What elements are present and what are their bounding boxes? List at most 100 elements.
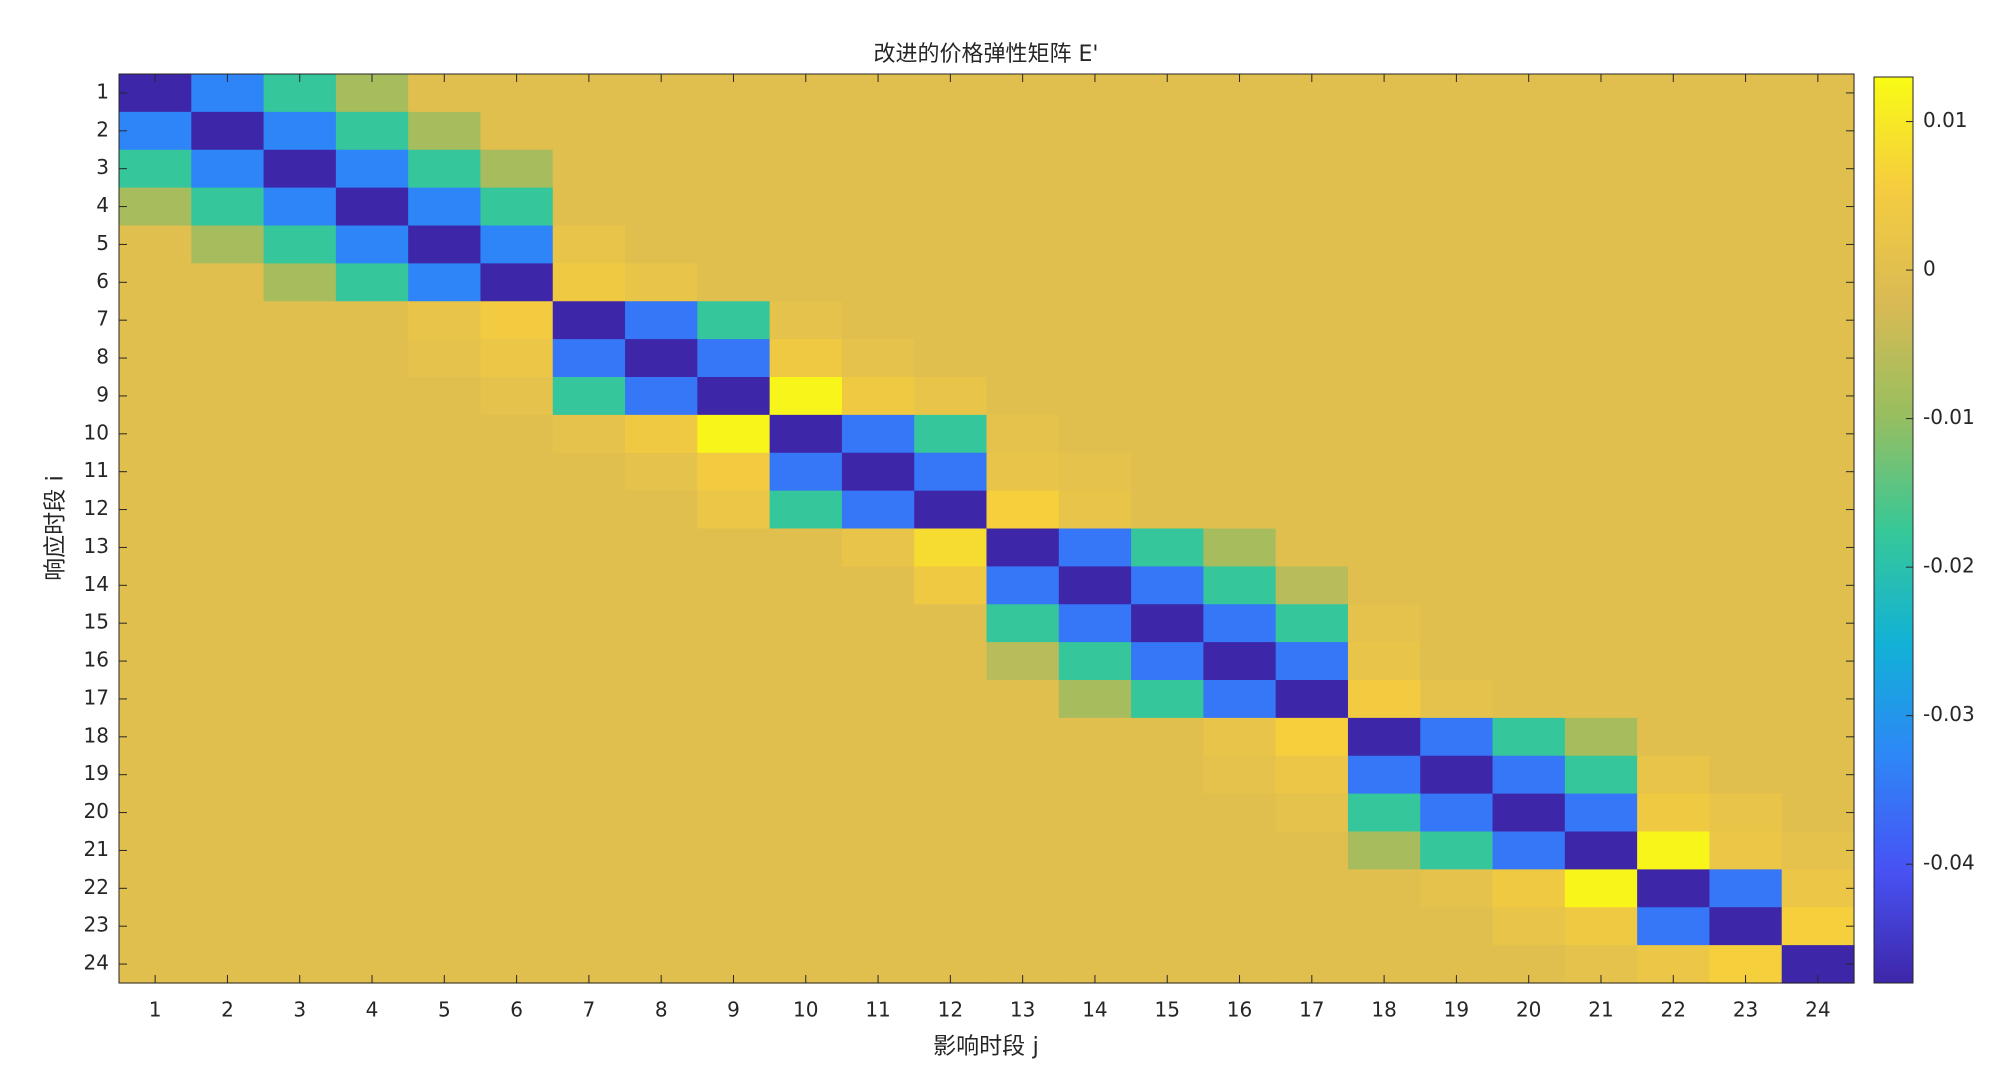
heatmap-cell (1781, 111, 1855, 151)
heatmap-cell (769, 301, 843, 340)
heatmap-cell (408, 301, 482, 340)
heatmap-cell (1058, 187, 1132, 227)
heatmap-cell (335, 869, 409, 908)
heatmap-cell (480, 339, 554, 378)
y-tick-label: 24 (84, 951, 109, 975)
heatmap-cell (1347, 869, 1421, 908)
heatmap-cell (119, 755, 192, 795)
heatmap-cell (1781, 907, 1855, 946)
heatmap-cell (1492, 907, 1566, 946)
heatmap-cell (263, 717, 337, 757)
heatmap-cell (1058, 149, 1132, 189)
heatmap-cell (335, 414, 409, 454)
heatmap-cell (1492, 187, 1566, 227)
heatmap-cell (1347, 793, 1421, 833)
heatmap-cell (841, 225, 915, 264)
heatmap-cell (1709, 907, 1783, 946)
heatmap-cell (1347, 642, 1421, 681)
heatmap-cell (1709, 642, 1783, 681)
heatmap-cell (263, 869, 337, 908)
heatmap-cell (1420, 490, 1494, 530)
heatmap-cell (1131, 642, 1204, 681)
heatmap-cell (1275, 869, 1349, 908)
heatmap-cell (1564, 869, 1638, 908)
heatmap-cell (1781, 263, 1855, 302)
heatmap-cell (986, 225, 1060, 264)
heatmap-cell (552, 869, 626, 908)
heatmap-cell (986, 793, 1060, 833)
heatmap-cell (1347, 263, 1421, 302)
heatmap-cell (552, 225, 626, 264)
x-tick-label: 19 (1444, 998, 1469, 1022)
heatmap-cell (769, 831, 843, 870)
heatmap-cell (697, 680, 771, 719)
heatmap-cell (1781, 301, 1855, 340)
heatmap-cell (1637, 339, 1711, 378)
heatmap-cell (986, 566, 1060, 605)
heatmap-cell (841, 149, 915, 189)
heatmap-cell (552, 377, 626, 416)
heatmap-cell (263, 339, 337, 378)
heatmap-cell (697, 301, 771, 340)
heatmap-cell (408, 717, 482, 757)
heatmap-cell (769, 490, 843, 530)
heatmap-cell (1203, 528, 1277, 567)
heatmap-cell (480, 377, 554, 416)
heatmap-cell (263, 225, 337, 264)
heatmap-cell (769, 642, 843, 681)
heatmap-cell (119, 717, 192, 757)
heatmap-cell (841, 301, 915, 340)
heatmap-cell (408, 452, 482, 492)
heatmap-cell (1275, 414, 1349, 454)
heatmap-cell (1347, 452, 1421, 492)
heatmap-cell (1203, 187, 1277, 227)
heatmap-cell (769, 717, 843, 757)
heatmap-cell (1637, 831, 1711, 870)
y-tick-label: 3 (96, 155, 109, 179)
heatmap-cell (408, 831, 482, 870)
heatmap-cell (480, 187, 554, 227)
plot-frame (118, 73, 1855, 984)
heatmap-cell (625, 490, 698, 530)
heatmap-cell (1275, 755, 1349, 795)
heatmap-cell (552, 680, 626, 719)
heatmap-cell (480, 831, 554, 870)
heatmap-cell (1203, 339, 1277, 378)
heatmap-cell (1131, 869, 1204, 908)
heatmap-cell (1492, 339, 1566, 378)
heatmap-cell (1420, 414, 1494, 454)
heatmap-cell (986, 717, 1060, 757)
heatmap-cell (841, 717, 915, 757)
y-tick-label: 10 (84, 420, 109, 444)
heatmap-cell (408, 225, 482, 264)
x-axis-label: 影响时段 j (933, 1034, 1039, 1060)
heatmap-cell (1492, 528, 1566, 567)
heatmap-cell (1709, 111, 1783, 151)
heatmap-cell (480, 301, 554, 340)
heatmap-cell (552, 301, 626, 340)
heatmap-cell (1637, 301, 1711, 340)
heatmap-cell (1564, 528, 1638, 567)
heatmap-cell (1203, 566, 1277, 605)
heatmap-cell (769, 793, 843, 833)
heatmap-cell (1058, 831, 1132, 870)
heatmap-cell (191, 566, 265, 605)
x-tick-label: 20 (1516, 998, 1541, 1022)
heatmap-cell (552, 263, 626, 302)
heatmap-cell (1709, 793, 1783, 833)
heatmap-cell (119, 339, 192, 378)
heatmap-cell (1420, 680, 1494, 719)
heatmap-cell (1275, 263, 1349, 302)
x-tick-label: 24 (1805, 998, 1830, 1022)
heatmap-cell (841, 831, 915, 870)
heatmap-cell (1275, 377, 1349, 416)
y-tick-label: 7 (96, 307, 109, 331)
x-tick-label: 15 (1155, 998, 1180, 1022)
heatmap-cell (1564, 225, 1638, 264)
x-tick-label: 1 (149, 998, 162, 1022)
heatmap-cell (191, 187, 265, 227)
heatmap-cell (1275, 528, 1349, 567)
heatmap-cell (1492, 263, 1566, 302)
colorbar (1873, 76, 1914, 984)
